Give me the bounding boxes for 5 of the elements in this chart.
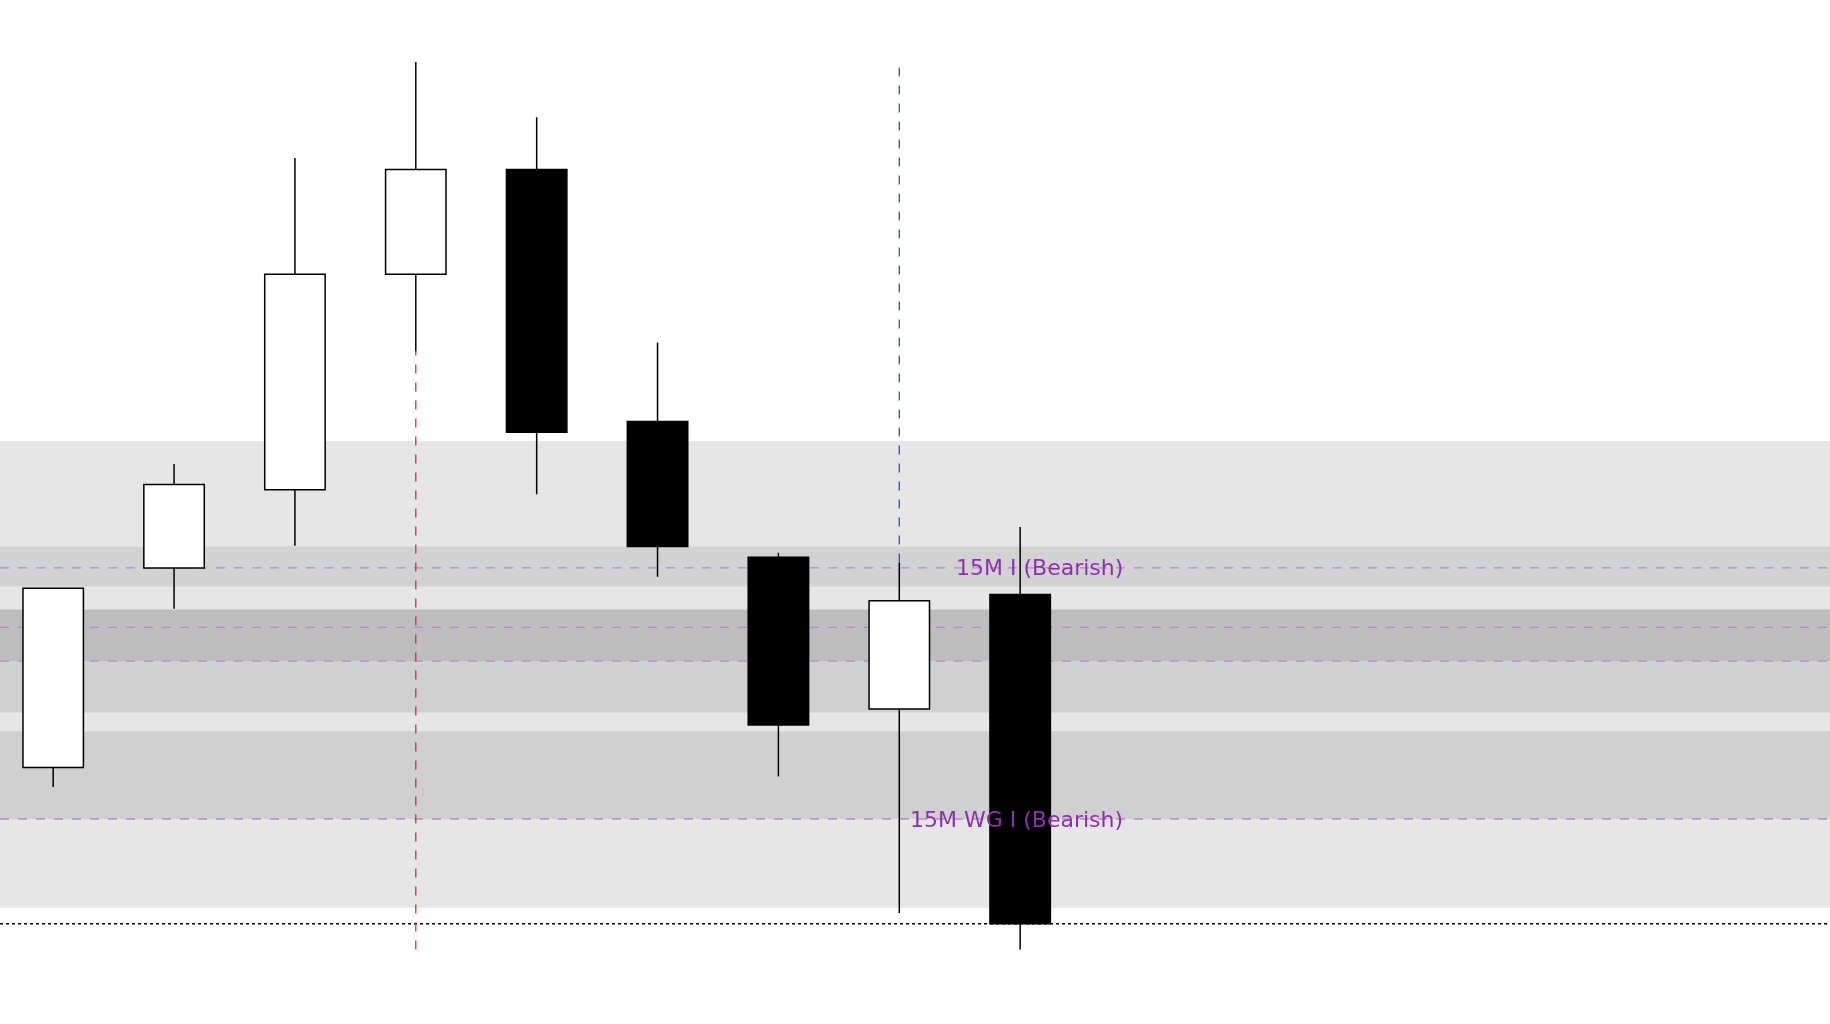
candlestick (143, 463, 206, 610)
candlestick (626, 341, 689, 578)
candlestick (263, 157, 326, 547)
ref-line-label: 15M I (Bearish) (956, 555, 1124, 580)
candlestick (505, 116, 568, 495)
